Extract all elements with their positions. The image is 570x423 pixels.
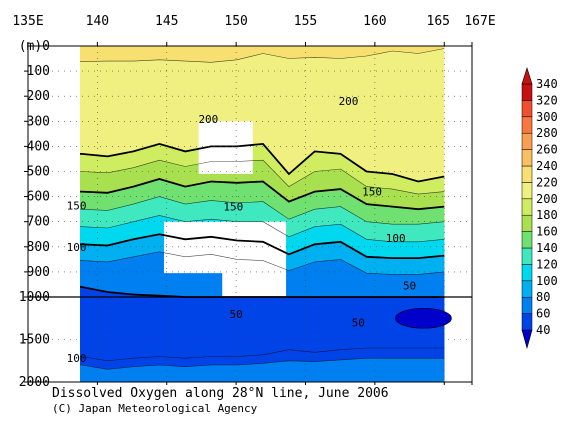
colorbar-tick-label: 340: [536, 77, 558, 91]
x-tick-label: 165: [427, 14, 450, 29]
contour-label: 200: [339, 95, 359, 108]
x-tick-label: 145: [155, 14, 178, 29]
colorbar-tick-label: 160: [536, 225, 558, 239]
colorbar-tick-label: 240: [536, 159, 558, 173]
colorbar-swatch: [521, 313, 533, 331]
colorbar-swatch: [521, 116, 533, 134]
colorbar-swatch: [521, 231, 533, 249]
contour-fill-layer: [80, 46, 452, 382]
contour-line-1: [80, 142, 445, 183]
colorbar-tick-label: 40: [536, 323, 550, 337]
y-tick-label: 700: [27, 215, 50, 230]
colorbar-tick-label: 200: [536, 192, 558, 206]
x-tick-label: 160: [363, 14, 386, 29]
y-tick-label: 600: [27, 190, 50, 205]
y-tick-label: 300: [27, 114, 50, 129]
contour-line-3: [80, 178, 445, 211]
contour-label: 100: [386, 232, 406, 245]
colorbar-tick-label: 60: [536, 307, 550, 321]
x-tick-label: 155: [294, 14, 317, 29]
contour-line-2: [80, 159, 445, 195]
colorbar-swatch: [521, 198, 533, 216]
colorbar-swatch: [521, 280, 533, 298]
contour-label-layer: 200 200 150 150 150 100 100 50 50 50 100: [67, 95, 417, 365]
colorbar-swatch: [521, 83, 533, 101]
contour-label: 50: [230, 308, 243, 321]
colorbar-tick-label: 220: [536, 175, 558, 189]
y-tick-label: 400: [27, 139, 50, 154]
contour-line-0: [80, 48, 445, 63]
y-tick-label: 200: [27, 89, 50, 104]
chart-title: Dissolved Oxygen along 28°N line, June 2…: [52, 386, 389, 401]
y-tick-label: 800: [27, 240, 50, 255]
missing-region-2: [222, 221, 287, 297]
colorbar-tick-label: 140: [536, 241, 558, 255]
colorbar-swatch: [521, 247, 533, 265]
y-axis-unit-label: (m)0: [19, 39, 50, 54]
colorbar-swatch: [521, 132, 533, 150]
contour-line-6: [80, 233, 445, 259]
missing-data-layer: [163, 121, 287, 297]
contour-label: 150: [223, 201, 243, 214]
colorbar-swatch: [521, 214, 533, 232]
colorbar-tick-label: 260: [536, 143, 558, 157]
y-tick-label: 900: [27, 265, 50, 280]
colorbar-tick-label: 120: [536, 257, 558, 271]
chart-credit: (C) Japan Meteorological Agency: [52, 402, 258, 415]
contour-label: 50: [352, 317, 365, 330]
x-tick-label: 150: [224, 14, 247, 29]
x-tick-label: 135E: [12, 14, 43, 29]
y-tick-label: 2000: [19, 375, 50, 390]
x-tick-label: 167E: [464, 14, 495, 29]
grid-layer: [28, 46, 472, 382]
contour-label: 50: [403, 280, 416, 293]
colorbar-tick-label: 100: [536, 274, 558, 288]
do-band-10: [80, 358, 445, 382]
contour-line-4: [80, 196, 445, 225]
contour-line-9: [80, 347, 445, 362]
plot-frame: [27, 45, 473, 383]
y-tick-label: 500: [27, 165, 50, 180]
y-axis: 100 200 300 400 500 600 700 800 900 1000 1500 2000 (…: [19, 39, 50, 390]
y-tick-label: 100: [27, 64, 50, 79]
minimum-core-contour: [395, 307, 452, 329]
contour-line-10: [80, 357, 445, 370]
colorbar-swatch: [521, 149, 533, 167]
contour-label: 150: [362, 186, 382, 199]
colorbar-tick-label: 320: [536, 93, 558, 107]
contour-label: 200: [198, 113, 218, 126]
colorbar-swatch: [521, 165, 533, 183]
colorbar-tick-label: 280: [536, 126, 558, 140]
colorbar-tick-label: 300: [536, 110, 558, 124]
x-tick-label: 140: [86, 14, 109, 29]
missing-region-1: [163, 221, 230, 274]
y-tick-label: 1000: [19, 290, 50, 305]
colorbar-high-arrow: [521, 66, 533, 85]
colorbar-swatch: [521, 100, 533, 118]
colorbar-swatch: [521, 264, 533, 282]
colorbar: 40 60 80 100 120 140 160 180 200 220 240 260 280 300 3…: [521, 66, 558, 350]
x-axis: 135E 140 145 150 155 160 165 167E: [12, 14, 496, 385]
contour-label: 150: [67, 199, 87, 212]
colorbar-tick-label: 80: [536, 290, 550, 304]
colorbar-swatch: [521, 182, 533, 200]
oxygen-minimum-core: [395, 308, 452, 329]
contour-label: 100: [67, 352, 87, 365]
colorbar-swatch: [521, 296, 533, 314]
contour-label: 100: [67, 241, 87, 254]
contour-line-7: [80, 251, 445, 275]
colorbar-tick-label: 180: [536, 208, 558, 222]
y-tick-label: 1500: [19, 333, 50, 348]
